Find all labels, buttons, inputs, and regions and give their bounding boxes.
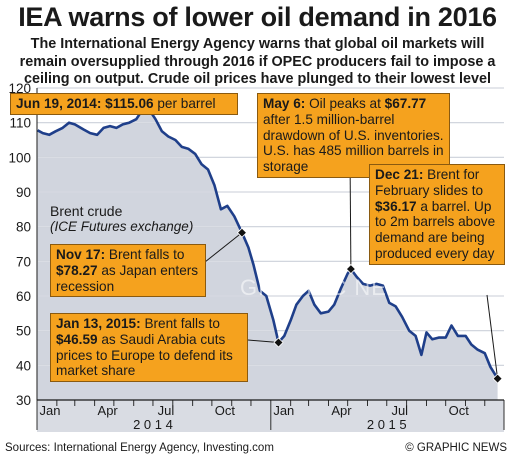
annotation-date: Dec 21: (375, 167, 424, 182)
annotation-value: $67.77 (384, 96, 427, 111)
headline: IEA warns of lower oil demand in 2016 (18, 2, 497, 32)
annotation-lead: Oil peaks at (309, 96, 381, 111)
y-tick-label: 40 (16, 358, 31, 373)
data-marker (492, 373, 503, 384)
data-marker (345, 263, 356, 275)
data-marker (236, 227, 248, 238)
annotation-dec21: Dec 21: Brent for February slides to $36… (369, 164, 505, 265)
annotation-text: as Japan enters recession (56, 262, 199, 294)
annotation-value: $78.27 (56, 262, 98, 278)
y-tick-label: 60 (16, 289, 31, 304)
x-tick-label: Apr (98, 403, 119, 418)
standfirst: The International Energy Agency warns th… (19, 36, 496, 105)
series-label: Brent crude (ICE Futures exchange) (50, 203, 193, 234)
watermark: GRAPHIC NEWS (240, 275, 424, 300)
annotation-text: a barrel. Up to 2m barrels above demand … (375, 198, 496, 261)
annotation-leader (204, 232, 243, 263)
annotation-nov17: Nov 17: Brent falls to $78.27 as Japan e… (50, 244, 206, 298)
x-tick-label: Jul (391, 403, 408, 418)
y-tick-label: 100 (8, 150, 31, 165)
annotation-text: as Saudi Arabia cuts prices to Europe to… (56, 331, 233, 379)
y-tick-label: 50 (16, 324, 31, 339)
y-tick-label: 30 (16, 393, 31, 408)
source-note: Sources: International Energy Agency, In… (5, 442, 274, 454)
annotation-text: after 1.5 million-barrel drawdown of U.S… (263, 111, 444, 175)
x-tick-label: Apr (331, 403, 352, 418)
annotation-lead: Brent falls to (144, 316, 220, 331)
annotation-text: per barrel (157, 96, 216, 111)
annotation-leader (247, 339, 279, 343)
series-sub: (ICE Futures exchange) (50, 219, 194, 234)
y-tick-label: 70 (16, 254, 31, 269)
y-tick-label: 110 (9, 116, 31, 131)
x-tick-label: Jan (273, 403, 294, 418)
annotation-value: $46.59 (56, 331, 98, 347)
year-label: 2 0 1 4 (133, 417, 173, 432)
y-tick-label: 90 (16, 185, 31, 200)
x-tick-label: Jul (158, 403, 175, 418)
y-tick-label: 120 (8, 81, 31, 96)
series-name: Brent crude (50, 203, 123, 219)
series-line-brent-crude (36, 103, 499, 380)
annotation-date: Jun 19, 2014: (16, 96, 102, 111)
annotation-jan13: Jan 13, 2015: Brent falls to $46.59 as S… (50, 313, 248, 383)
annotation-may6: May 6: Oil peaks at $67.77 after 1.5 mil… (257, 93, 450, 178)
x-tick-label: Oct (215, 403, 236, 418)
annotation-date: Nov 17: (56, 247, 106, 262)
annotation-value: $115.06 (105, 96, 154, 111)
annotation-value: $36.17 (375, 198, 417, 214)
data-marker (273, 337, 284, 348)
annotation-date: Jan 13, 2015: (56, 316, 141, 331)
annotation-jun2014: Jun 19, 2014: $115.06 per barrel (10, 93, 238, 115)
year-label: 2 0 1 5 (367, 417, 407, 432)
x-tick-label: Oct (449, 403, 470, 418)
credit: © GRAPHIC NEWS (405, 442, 507, 454)
annotation-leader (486, 294, 499, 379)
y-tick-label: 80 (16, 220, 31, 235)
annotation-lead: Brent for February slides to (375, 167, 484, 198)
annotation-lead: Brent falls to (108, 247, 185, 262)
x-tick-label: Jan (40, 403, 61, 418)
annotation-date: May 6: (263, 96, 306, 111)
